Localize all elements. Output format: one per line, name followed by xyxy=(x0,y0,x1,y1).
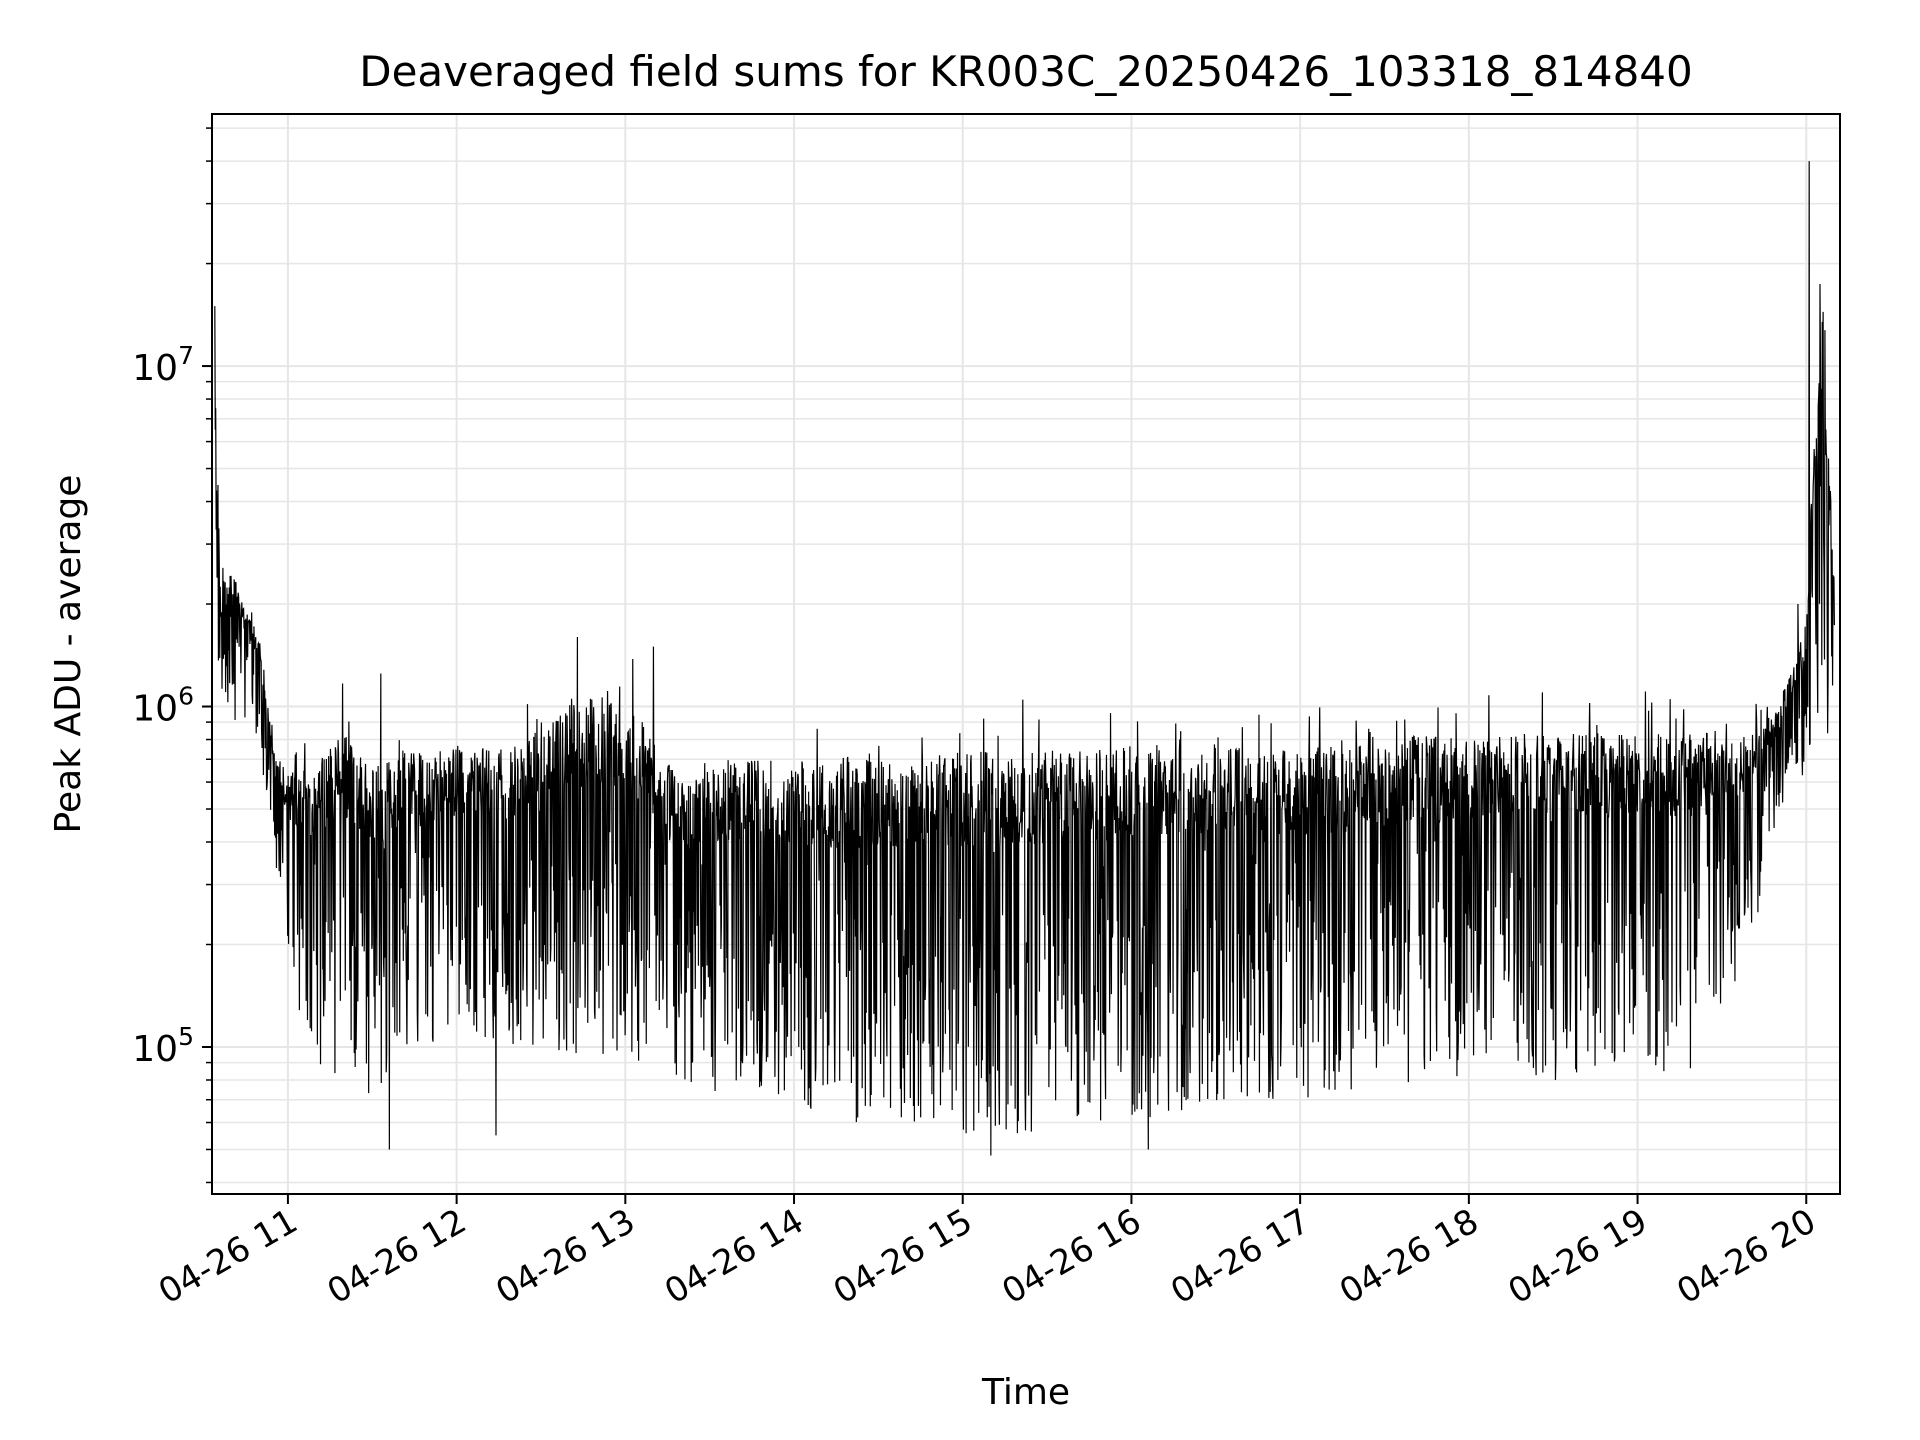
y-tick-label: 107 xyxy=(132,341,194,389)
y-tick-labels: 105 106 107 xyxy=(132,341,194,1070)
x-axis-label: Time xyxy=(981,1372,1070,1413)
tick-layer xyxy=(202,127,1808,1204)
data-line-layer xyxy=(214,161,1835,1156)
y-tick-label: 105 xyxy=(132,1022,194,1070)
y-axis-label: Peak ADU - average xyxy=(48,475,89,834)
plot-frame xyxy=(211,113,1841,1195)
y-tick-label: 106 xyxy=(132,682,194,730)
chart-title: Deaveraged field sums for KR003C_2025042… xyxy=(359,47,1693,96)
series-line xyxy=(214,161,1835,1156)
